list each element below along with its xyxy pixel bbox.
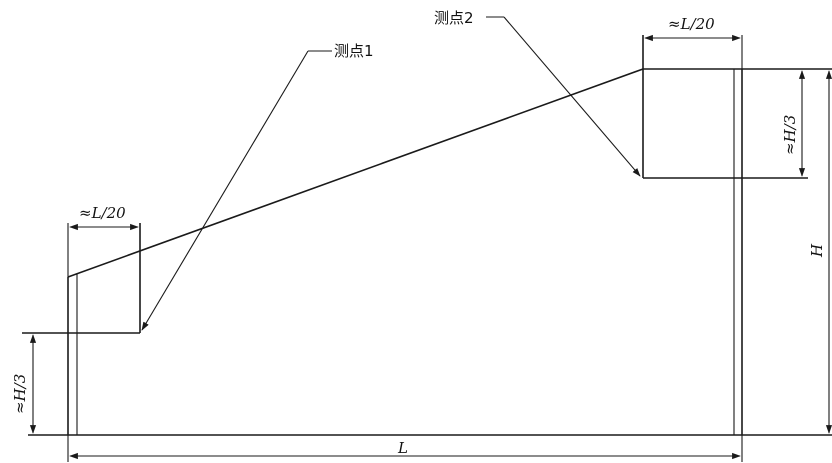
callout-leader-arrow bbox=[141, 50, 309, 331]
dim-left-height: ≈H/3 bbox=[11, 334, 37, 434]
dim-left-height-label: ≈H/3 bbox=[11, 374, 29, 414]
dim-left-width: ≈L/20 bbox=[69, 204, 139, 231]
callout-point-2: 测点2 bbox=[434, 9, 641, 177]
dim-right-height: ≈H/3 bbox=[781, 70, 806, 177]
dim-total-height: H bbox=[808, 70, 832, 434]
dim-left-width-label: ≈L/20 bbox=[79, 204, 126, 222]
right-measurement-zone bbox=[642, 35, 808, 179]
sloped-top-edge bbox=[67, 68, 644, 278]
dim-total-height-label: H bbox=[808, 243, 826, 258]
dim-right-width: ≈L/20 bbox=[644, 15, 741, 42]
point-1-label: 测点1 bbox=[334, 42, 374, 60]
dim-total-length: L bbox=[67, 435, 743, 462]
left-measurement-zone bbox=[22, 223, 141, 334]
dim-total-length-label: L bbox=[397, 439, 408, 457]
body-outline bbox=[28, 68, 832, 436]
callout-leader-arrow bbox=[503, 16, 641, 177]
point-2-label: 测点2 bbox=[434, 9, 474, 27]
dim-right-height-label: ≈H/3 bbox=[781, 115, 799, 155]
dim-right-width-label: ≈L/20 bbox=[668, 15, 715, 33]
callout-point-1: 测点1 bbox=[141, 42, 374, 331]
